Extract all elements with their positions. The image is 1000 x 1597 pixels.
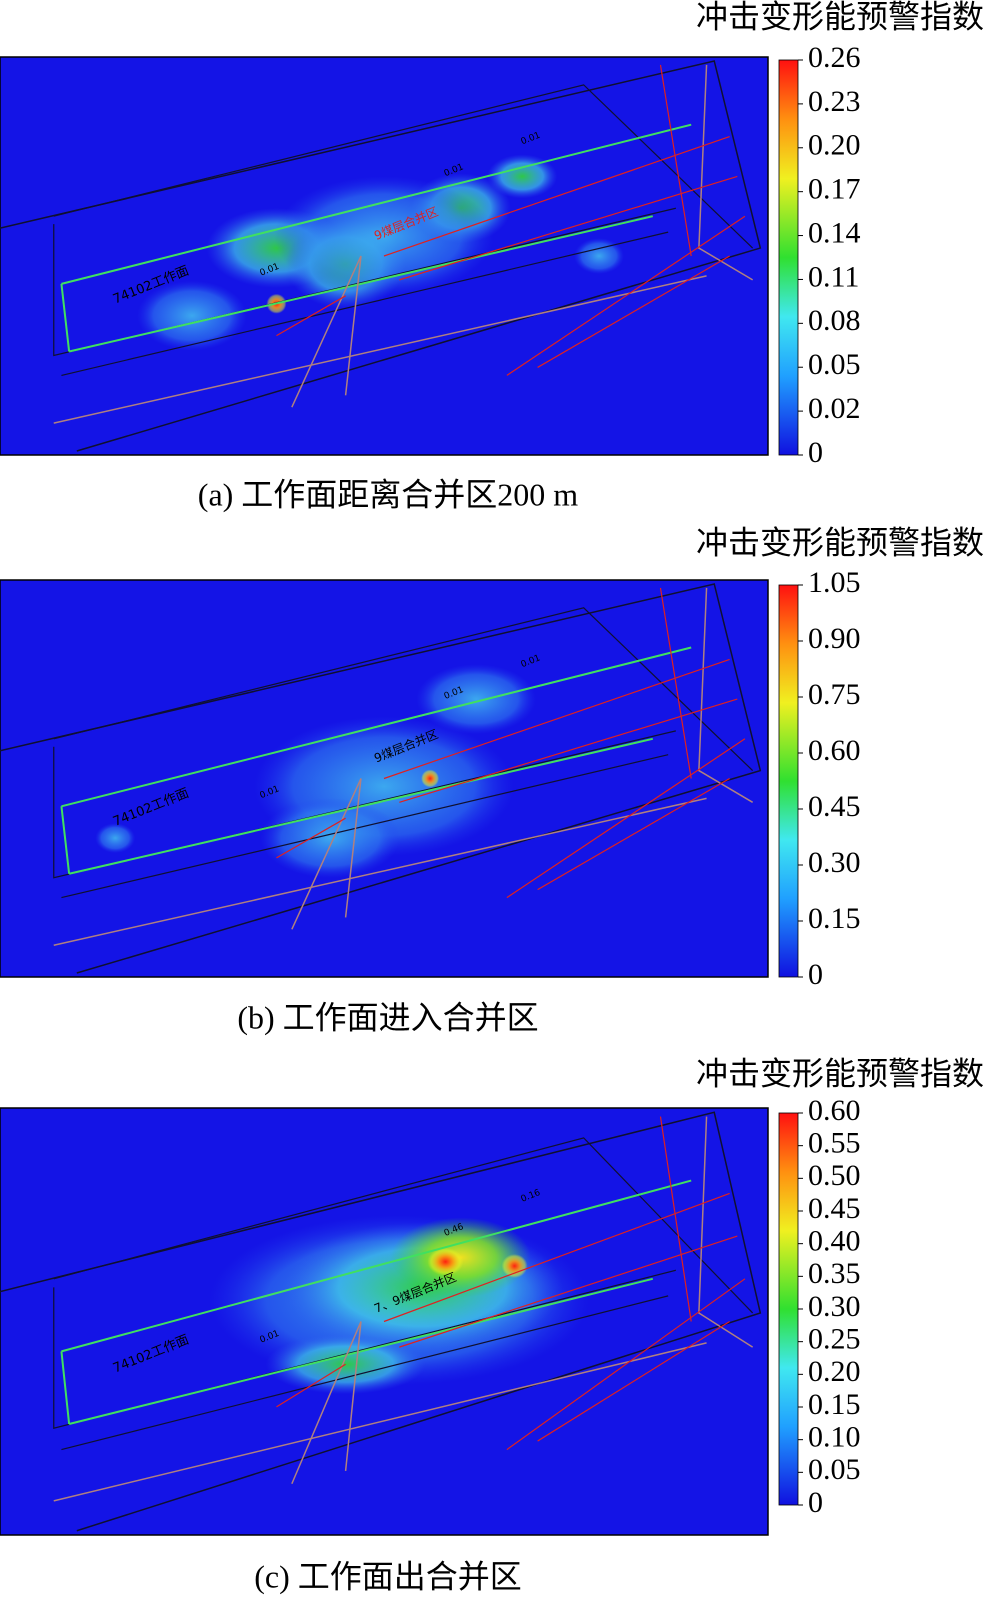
colorbar-tick-label: 0.90	[808, 622, 861, 655]
colorbar-tick-label: 0.30	[808, 1290, 861, 1323]
red-roadway	[659, 587, 692, 779]
panel: 74102工作面9煤层合并区0.010.010.01冲击变形能预警指数0.260…	[0, 0, 984, 512]
caption: (c) 工作面出合并区	[254, 1558, 522, 1594]
heat-region	[487, 154, 558, 199]
green-roadway	[60, 806, 71, 874]
roadway	[61, 754, 669, 899]
colorbar-title: 冲击变形能预警指数	[696, 524, 984, 560]
mine-outline	[0, 1111, 762, 1532]
colorbar-tick-label: 0.30	[808, 846, 861, 879]
colorbar-tick-label: 0.60	[808, 1094, 861, 1127]
colorbar-tick-label: 0.26	[808, 41, 861, 74]
red-roadway	[383, 658, 730, 780]
red-roadway	[383, 136, 730, 257]
heat-region	[416, 664, 537, 735]
red-roadway	[276, 817, 346, 859]
colorbar-tick-label: 0	[808, 958, 823, 991]
red-roadway	[537, 777, 730, 891]
heat-region	[260, 798, 401, 879]
heat-region	[574, 238, 625, 274]
colorbar-tick-label: 0.50	[808, 1159, 861, 1192]
colorbar-tick-label: 0.40	[808, 1225, 861, 1258]
red-roadway	[276, 295, 346, 337]
colorbar-tick-label: 0.60	[808, 734, 861, 767]
red-roadway	[506, 738, 746, 899]
colorbar-tick-label: 1.05	[808, 566, 861, 599]
caption: (a) 工作面距离合并区200 m	[198, 476, 579, 512]
colorbar-tick-label: 0.45	[808, 790, 861, 823]
green-roadway	[61, 123, 692, 285]
colorbar-tick-label: 0.75	[808, 678, 861, 711]
colorbar-tick-label: 0.08	[808, 304, 861, 337]
brown-roadway	[698, 1116, 754, 1348]
colorbar-tick-label: 0.14	[808, 216, 861, 249]
heat-region	[95, 823, 136, 854]
green-roadway	[61, 646, 692, 808]
heat-region	[421, 769, 440, 788]
colorbar-tick-label: 0.20	[808, 129, 861, 162]
colorbar-tick-label: 0.35	[808, 1257, 861, 1290]
colorbar-tick-label: 0	[808, 436, 823, 469]
roadway	[53, 730, 676, 879]
brown-roadway	[698, 587, 754, 803]
heat-region	[427, 1247, 464, 1276]
colorbar-tick-label: 0.20	[808, 1355, 861, 1388]
green-roadway	[68, 737, 654, 875]
colorbar	[778, 59, 799, 456]
mine-outline	[53, 84, 754, 249]
brown-roadway	[291, 778, 362, 930]
colorbar-tick-label: 0	[808, 1486, 823, 1519]
caption: (b) 工作面进入合并区	[237, 999, 538, 1035]
green-roadway	[60, 283, 71, 352]
mine-outline	[53, 1137, 754, 1314]
panel: 74102工作面9煤层合并区0.010.010.01冲击变形能预警指数1.050…	[0, 524, 984, 1035]
colorbar	[778, 584, 799, 978]
mine-outline	[0, 583, 762, 974]
brown-roadway	[53, 1342, 707, 1502]
mine-outline	[53, 607, 754, 771]
red-roadway	[383, 1192, 730, 1323]
brown-roadway	[53, 797, 707, 946]
colorbar-tick-label: 0.25	[808, 1323, 861, 1356]
brown-roadway	[291, 255, 362, 408]
colorbar-tick-label: 0.23	[808, 85, 861, 118]
colorbar-tick-label: 0.55	[808, 1127, 861, 1160]
red-roadway	[506, 1278, 746, 1451]
colorbar-title: 冲击变形能预警指数	[696, 1055, 984, 1091]
roadway	[53, 1269, 676, 1430]
red-roadway	[537, 1320, 730, 1442]
brown-roadway	[698, 64, 754, 281]
colorbar-tick-label: 0.11	[808, 260, 859, 293]
colorbar-tick-label: 0.10	[808, 1421, 861, 1454]
red-roadway	[659, 64, 692, 257]
colorbar-tick-label: 0.02	[808, 392, 861, 425]
red-roadway	[276, 1363, 346, 1408]
green-roadway	[60, 1351, 71, 1425]
colorbar-title: 冲击变形能预警指数	[696, 0, 984, 34]
colorbar-tick-label: 0.17	[808, 173, 861, 206]
roadway	[61, 1295, 669, 1451]
heat-region	[501, 1253, 528, 1278]
red-roadway	[506, 215, 746, 376]
colorbar-tick-label: 0.15	[808, 902, 861, 935]
green-roadway	[68, 215, 654, 353]
colorbar-tick-label: 0.05	[808, 348, 861, 381]
red-roadway	[537, 255, 730, 368]
mine-outline	[0, 60, 762, 452]
brown-roadway	[53, 275, 707, 424]
roadway	[53, 207, 676, 357]
colorbar-tick-label: 0.45	[808, 1192, 861, 1225]
colorbar-tick-label: 0.05	[808, 1453, 861, 1486]
green-roadway	[68, 1277, 654, 1425]
red-roadway	[659, 1116, 692, 1322]
green-roadway	[61, 1179, 692, 1353]
brown-roadway	[291, 1321, 362, 1485]
heat-region	[137, 280, 247, 351]
colorbar	[778, 1112, 799, 1506]
colorbar-tick-label: 0.15	[808, 1388, 861, 1421]
roadway	[61, 231, 669, 376]
panel: 74102工作面7、9煤层合并区0.010.160.46冲击变形能预警指数0.6…	[0, 1055, 984, 1594]
